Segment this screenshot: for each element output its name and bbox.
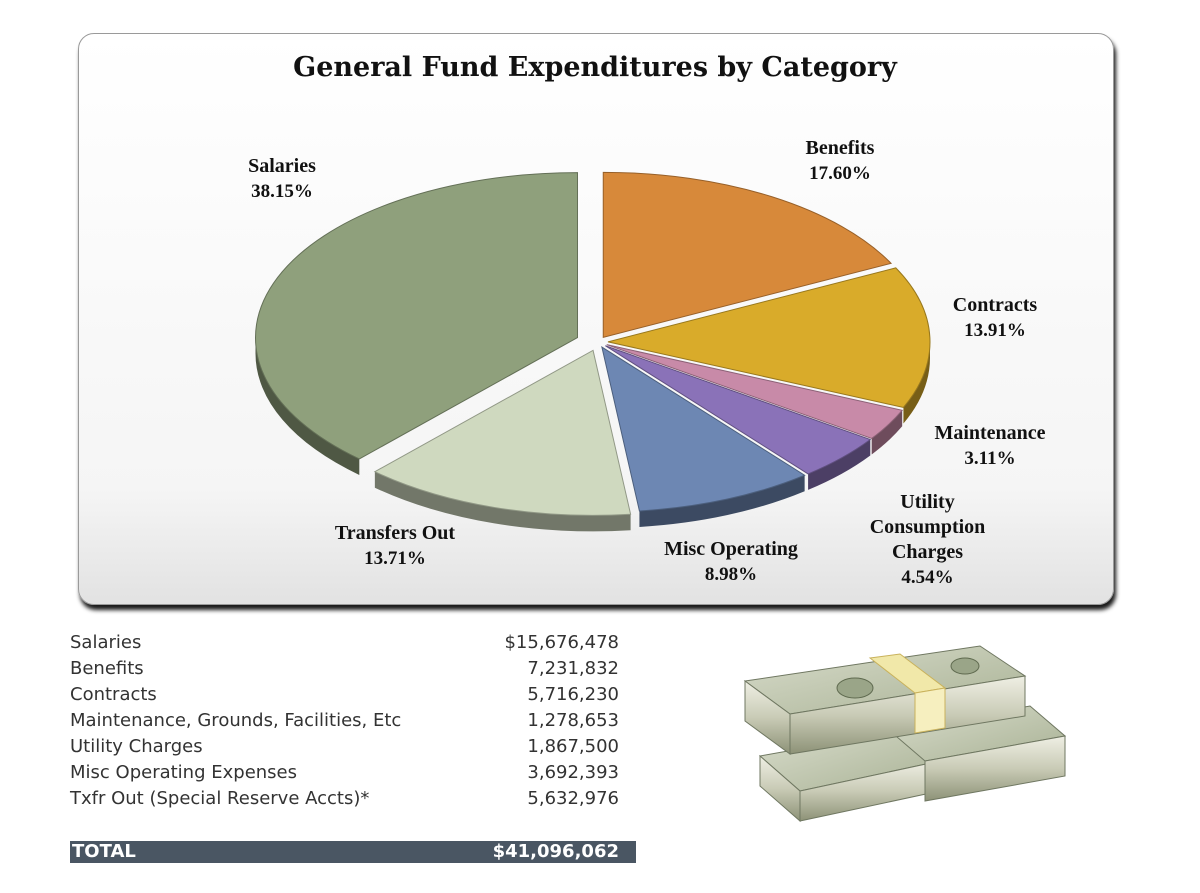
label-contracts: Contracts 13.91%	[952, 294, 1038, 341]
pie-side-4	[639, 475, 805, 527]
label-benefits: Benefits 17.60%	[805, 137, 875, 184]
pie-side-1	[903, 341, 930, 424]
table-row: Contracts 5,716,230	[70, 684, 619, 705]
money-stack-image	[743, 645, 1067, 823]
pie-slice-transfers-out	[373, 349, 632, 516]
total-label: TOTAL	[72, 841, 136, 862]
label-misc-operating: Misc Operating 8.98%	[664, 538, 798, 585]
table-row: Benefits 7,231,832	[70, 658, 619, 679]
total-amount: $41,096,062	[492, 841, 619, 862]
pie-slice-utility-consumption-charges	[605, 345, 872, 475]
table-row: Txfr Out (Special Reserve Accts)* 5,632,9…	[70, 788, 619, 809]
table-row: Maintenance, Grounds, Facilities, Etc 1,2…	[70, 710, 619, 731]
label-maintenance: Maintenance 3.11%	[934, 422, 1046, 469]
table-row: Misc Operating Expenses 3,692,393	[70, 762, 619, 783]
total-row: TOTAL $41,096,062	[70, 841, 636, 863]
label-salaries: Salaries 38.15%	[248, 155, 316, 202]
label-utility: Utility Consumption Charges 4.54%	[869, 491, 986, 588]
label-transfers-out: Transfers Out 13.71%	[334, 522, 456, 569]
expenditure-table: Salaries $15,676,478 Benefits 7,231,832 Co…	[70, 632, 636, 814]
pie-side-2	[871, 410, 903, 455]
chart-title: General Fund Expenditures by Category	[293, 52, 897, 83]
pie-slice-salaries	[255, 172, 579, 460]
pie-slice-contracts	[607, 267, 931, 409]
table-row: Utility Charges 1,867,500	[70, 736, 619, 757]
pie-side-3	[808, 439, 871, 490]
pie-side-6	[255, 337, 360, 475]
pie-side-5	[374, 471, 631, 532]
pie-slice-benefits	[602, 171, 893, 338]
pie-slice-misc-operating	[601, 345, 806, 512]
pie-slice-maintenance	[606, 344, 904, 439]
table-row: Salaries $15,676,478	[70, 632, 619, 653]
pie-chart	[255, 171, 931, 532]
